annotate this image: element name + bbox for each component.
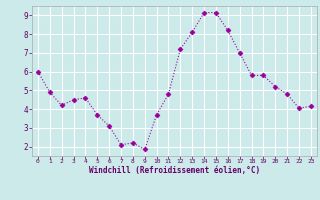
X-axis label: Windchill (Refroidissement éolien,°C): Windchill (Refroidissement éolien,°C) <box>89 166 260 175</box>
